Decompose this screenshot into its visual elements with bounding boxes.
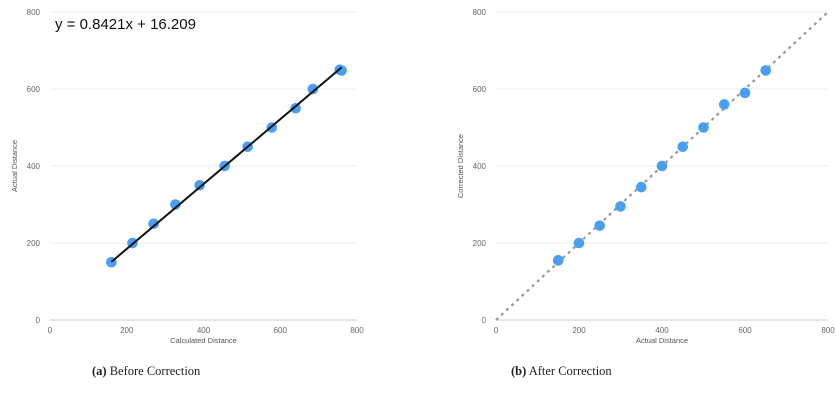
y-axis-label: Actual Distance <box>10 140 19 192</box>
caption-b: (b) After Correction <box>511 364 612 379</box>
data-point <box>677 141 689 153</box>
data-point <box>760 65 772 76</box>
y-tick-label: 200 <box>27 239 41 248</box>
data-point <box>194 179 205 191</box>
y-tick-label: 800 <box>27 8 41 17</box>
caption-a-text: Before Correction <box>109 364 201 378</box>
data-point <box>718 99 730 110</box>
data-point <box>307 83 319 95</box>
x-tick-label: 400 <box>197 326 211 335</box>
data-point <box>739 87 751 99</box>
y-tick-label: 600 <box>473 85 487 94</box>
data-point <box>148 218 159 230</box>
x-tick-label: 0 <box>494 326 499 335</box>
x-tick-label: 600 <box>274 326 288 335</box>
x-tick-label: 200 <box>572 326 586 335</box>
y-tick-label: 0 <box>482 316 487 325</box>
y-tick-label: 200 <box>473 239 487 248</box>
trendline-equation: y = 0.8421x + 16.209 <box>55 16 196 33</box>
x-tick-label: 800 <box>350 326 364 335</box>
y-tick-label: 400 <box>473 162 487 171</box>
data-point <box>698 122 709 133</box>
data-point <box>552 255 564 266</box>
chart-before-correction: 0 200 400 600 800 0 200 400 600 800 Calculated Dis… <box>10 8 364 345</box>
caption-b-label: (b) <box>511 364 527 378</box>
data-point <box>336 65 347 76</box>
y-tick-label: 600 <box>27 85 41 94</box>
trendline <box>110 66 343 263</box>
caption-a: (a) Before Correction <box>92 364 200 379</box>
x-tick-label: 600 <box>738 326 752 335</box>
data-point <box>615 201 626 212</box>
data-point <box>635 181 647 193</box>
x-tick-label: 0 <box>48 326 53 335</box>
data-points <box>552 65 772 266</box>
x-axis-label: Actual Distance <box>636 336 688 345</box>
data-point <box>573 237 585 249</box>
chart-after-correction: 0 200 400 600 800 0 200 400 600 800 Actual Distanc… <box>456 8 835 345</box>
data-point <box>170 199 181 210</box>
data-point <box>290 102 301 114</box>
data-point <box>656 160 668 172</box>
y-tick-label: 800 <box>473 8 487 17</box>
y-axis-label: Corrected Distance <box>456 134 465 198</box>
caption-b-text: After Correction <box>528 364 612 378</box>
x-tick-label: 400 <box>655 326 669 335</box>
x-axis-label: Calculated Distance <box>170 336 237 345</box>
y-tick-label: 400 <box>27 162 41 171</box>
x-tick-label: 200 <box>120 326 134 335</box>
x-tick-label: 800 <box>821 326 835 335</box>
y-tick-label: 0 <box>36 316 41 325</box>
data-point <box>594 220 606 231</box>
caption-a-label: (a) <box>92 364 107 378</box>
